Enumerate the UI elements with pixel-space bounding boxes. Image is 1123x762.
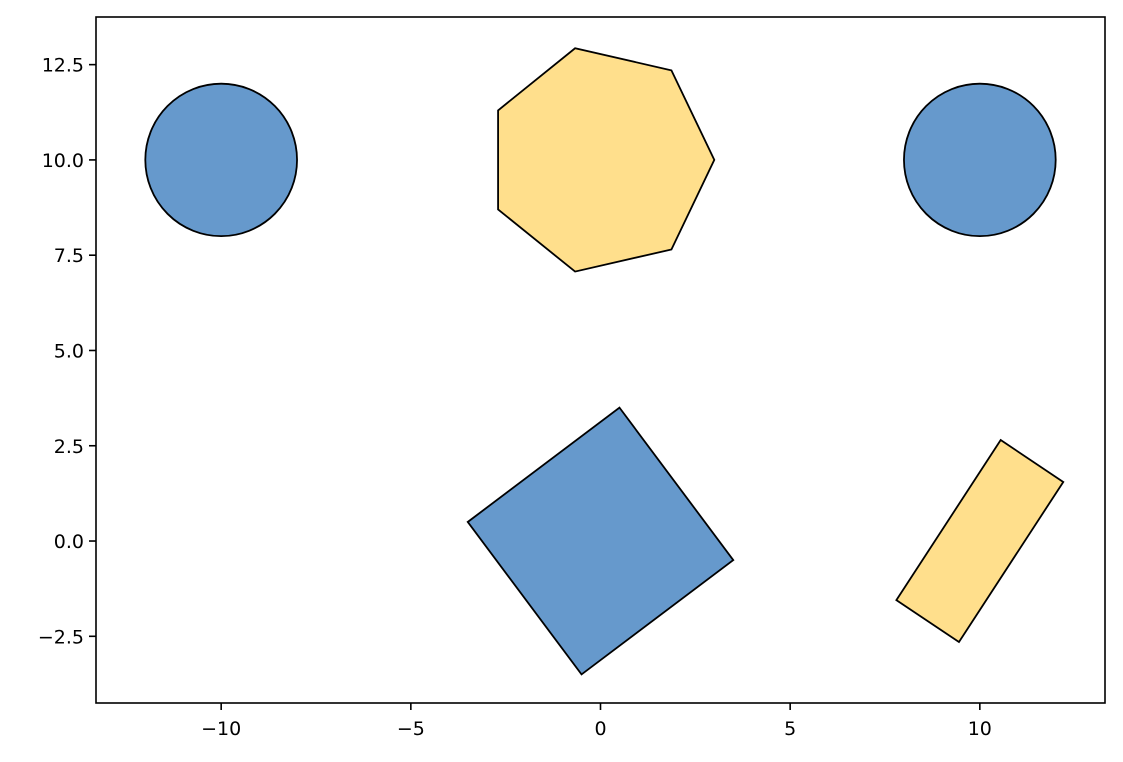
y-tick-label: −2.5 [38,626,84,648]
y-tick-label: 7.5 [54,245,84,267]
y-tick-label: 2.5 [54,436,84,458]
x-tick-label: −10 [201,718,241,740]
shape-heptagon [497,47,716,273]
x-axis: −10 −5 0 5 10 [201,703,992,740]
shape-square [466,406,735,676]
shape-circle-left [144,82,298,238]
shape-rectangle [895,438,1065,644]
x-tick-label: 10 [968,718,992,740]
x-tick-label: −5 [397,718,425,740]
y-tick-label: 10.0 [42,150,84,172]
y-tick-label: 5.0 [54,340,84,362]
shape-circle-right [903,82,1057,238]
y-axis: −2.5 0.0 2.5 5.0 7.5 10.0 12.5 [38,55,96,648]
shapes-layer [144,47,1065,676]
x-tick-label: 0 [594,718,606,740]
y-tick-label: 12.5 [42,55,84,77]
y-tick-label: 0.0 [54,531,84,553]
x-tick-label: 5 [784,718,796,740]
